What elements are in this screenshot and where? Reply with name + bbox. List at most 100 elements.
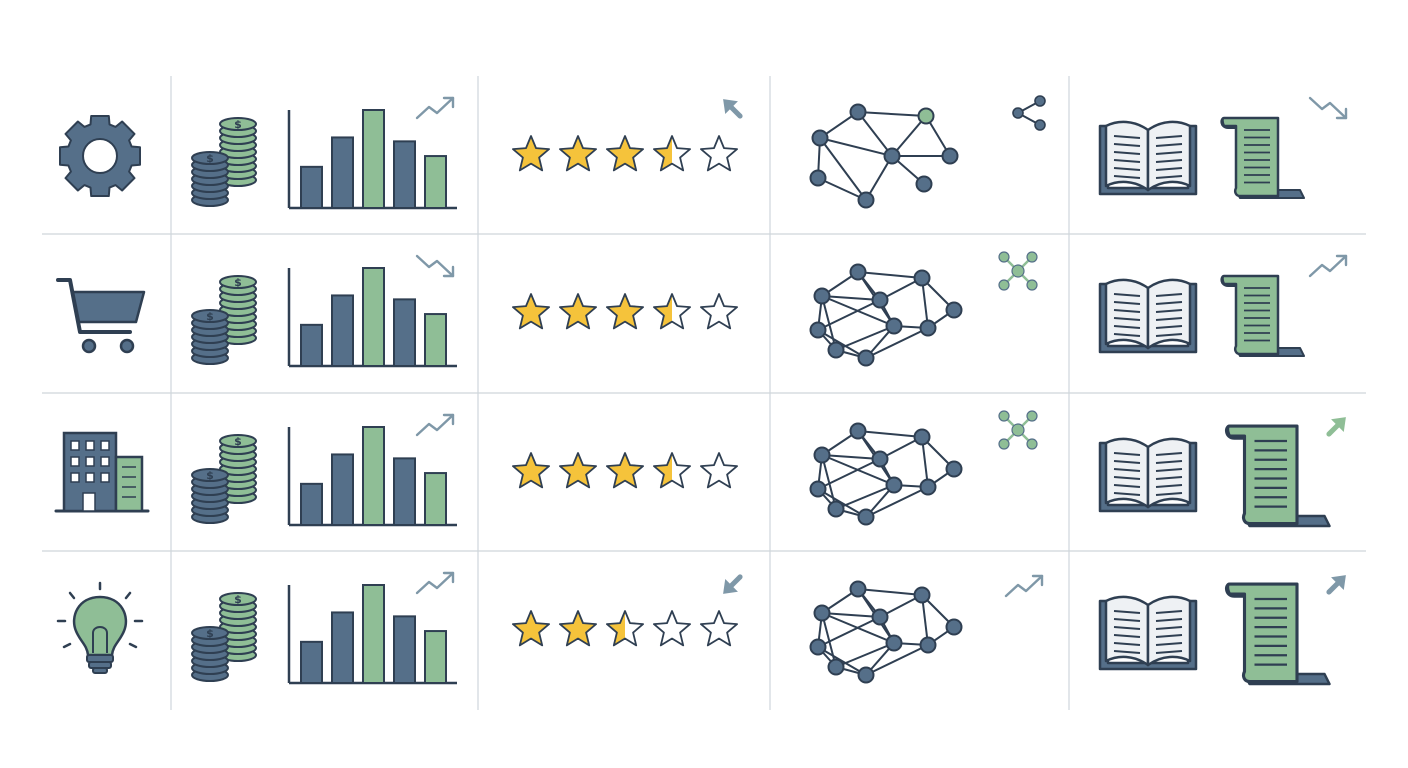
network-node bbox=[885, 317, 903, 335]
network-node bbox=[849, 580, 867, 598]
network-node bbox=[945, 301, 963, 319]
trend-icon bbox=[415, 96, 455, 120]
star-icon bbox=[653, 452, 691, 489]
network-node bbox=[857, 191, 875, 209]
network-node bbox=[913, 428, 931, 446]
chart-bar bbox=[331, 611, 354, 684]
gear-icon bbox=[59, 115, 141, 197]
svg-text:$: $ bbox=[234, 435, 242, 448]
network-node bbox=[941, 147, 959, 165]
network-node bbox=[871, 450, 889, 468]
svg-text:$: $ bbox=[234, 593, 242, 606]
star-icon bbox=[512, 135, 550, 172]
star-rating bbox=[512, 99, 743, 172]
network-icon bbox=[809, 263, 963, 367]
svg-text:$: $ bbox=[206, 469, 214, 482]
trend-icon bbox=[415, 413, 455, 437]
chart-bar bbox=[362, 584, 385, 684]
svg-text:$: $ bbox=[234, 118, 242, 131]
chart-bar bbox=[424, 630, 447, 684]
network-icon bbox=[809, 580, 963, 684]
star-icon bbox=[700, 452, 738, 489]
network-node bbox=[857, 349, 875, 367]
network-node bbox=[849, 103, 867, 121]
scroll-icon bbox=[1220, 274, 1305, 357]
cluster-icon bbox=[998, 410, 1038, 450]
chart-bar bbox=[424, 472, 447, 526]
chart-bar bbox=[393, 298, 416, 367]
star-icon bbox=[606, 452, 644, 489]
star-rating bbox=[512, 574, 743, 647]
network-node bbox=[885, 476, 903, 494]
grid-lines bbox=[42, 76, 1366, 710]
network-node bbox=[813, 446, 831, 464]
trend-up-icon bbox=[1004, 574, 1044, 598]
svg-text:$: $ bbox=[206, 627, 214, 640]
star-icon bbox=[559, 135, 597, 172]
open-book-icon bbox=[1098, 120, 1198, 196]
network-node bbox=[857, 508, 875, 526]
open-book-icon bbox=[1098, 595, 1198, 671]
svg-text:$: $ bbox=[206, 310, 214, 323]
star-rating bbox=[512, 293, 738, 330]
grid-row: $$ bbox=[59, 95, 1348, 210]
network-node bbox=[919, 478, 937, 496]
network-node bbox=[827, 658, 845, 676]
star-icon bbox=[512, 293, 550, 330]
network-node bbox=[809, 480, 827, 498]
bar-chart-icon bbox=[287, 96, 457, 210]
coins-icon: $$ bbox=[191, 117, 257, 207]
star-icon bbox=[559, 610, 597, 647]
chart-bar bbox=[300, 482, 323, 526]
grid-row: $$ bbox=[54, 410, 1346, 528]
trend-down-icon bbox=[1308, 96, 1348, 120]
star-icon bbox=[606, 135, 644, 172]
network-icon bbox=[809, 103, 959, 209]
star-icon bbox=[653, 293, 691, 330]
chart-bar bbox=[300, 165, 323, 209]
network-node bbox=[919, 319, 937, 337]
scroll-icon bbox=[1224, 582, 1331, 686]
share-icon bbox=[1012, 95, 1046, 131]
chart-bar bbox=[393, 457, 416, 526]
grid-row: $$ bbox=[56, 251, 1348, 368]
bar-chart-icon bbox=[287, 571, 457, 685]
star-icon bbox=[606, 293, 644, 330]
chart-bar bbox=[362, 426, 385, 526]
open-book-icon bbox=[1098, 278, 1198, 354]
arrow-up-left-icon bbox=[723, 99, 743, 119]
arrow-up-right-icon bbox=[1326, 575, 1346, 595]
network-node bbox=[809, 169, 827, 187]
network-node bbox=[913, 586, 931, 604]
network-node bbox=[885, 634, 903, 652]
cluster-icon bbox=[998, 251, 1038, 291]
network-node bbox=[827, 500, 845, 518]
bar-chart-icon bbox=[287, 254, 457, 368]
coins-icon: $$ bbox=[191, 275, 257, 365]
coins-icon: $$ bbox=[191, 592, 257, 682]
chart-bar bbox=[331, 453, 354, 526]
star-icon bbox=[700, 293, 738, 330]
network-node bbox=[871, 608, 889, 626]
star-icon bbox=[653, 610, 691, 647]
network-node bbox=[945, 460, 963, 478]
bar-chart-icon bbox=[287, 413, 457, 527]
grid-cells: $$$$$$$$ bbox=[54, 95, 1348, 686]
network-icon bbox=[809, 422, 963, 526]
coins-icon: $$ bbox=[191, 434, 257, 524]
arrow-up-right-icon bbox=[1326, 417, 1346, 437]
chart-bar bbox=[331, 294, 354, 367]
network-node bbox=[917, 107, 935, 125]
network-node bbox=[857, 666, 875, 684]
network-node bbox=[849, 263, 867, 281]
chart-bar bbox=[393, 615, 416, 684]
trend-up-icon bbox=[1308, 254, 1348, 278]
lightbulb-icon bbox=[56, 581, 144, 674]
star-rating bbox=[512, 452, 738, 489]
open-book-icon bbox=[1098, 437, 1198, 513]
network-node bbox=[915, 175, 933, 193]
star-icon bbox=[700, 610, 738, 647]
network-node bbox=[945, 618, 963, 636]
network-node bbox=[913, 269, 931, 287]
network-node bbox=[827, 341, 845, 359]
